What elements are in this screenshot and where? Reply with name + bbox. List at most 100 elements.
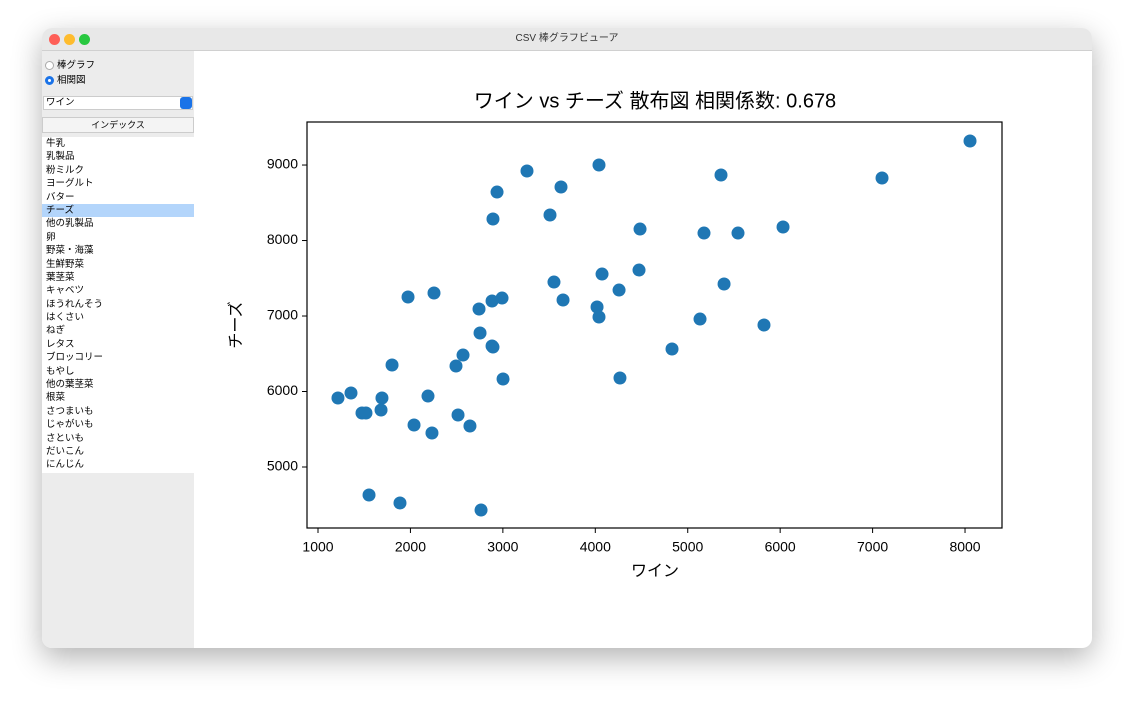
app-window: CSV 棒グラフビューア 棒グラフ相関図 ワイン インデックス 牛乳乳製品 粉ミル…: [42, 28, 1092, 648]
scatter-point: [449, 359, 463, 373]
scatter-point: [963, 134, 977, 148]
scatter-point: [486, 340, 500, 354]
list-item[interactable]: チーズ: [42, 203, 194, 218]
scatter-point: [401, 290, 415, 304]
radio-option[interactable]: 相関図: [45, 74, 86, 88]
y-tick-label: 7000: [267, 307, 298, 323]
scatter-point: [632, 263, 646, 277]
x-axis-label: ワイン: [631, 563, 679, 580]
list-item[interactable]: ヨーグルト: [46, 178, 94, 190]
list-item[interactable]: ブロッコリー: [46, 352, 104, 364]
scatter-point: [427, 286, 441, 300]
list-item[interactable]: 他の乳製品: [46, 218, 94, 230]
title-bar: CSV 棒グラフビューア: [42, 28, 1092, 51]
x-tick-label: 1000: [302, 539, 333, 555]
dropdown[interactable]: ワイン: [43, 96, 193, 110]
list-item[interactable]: 葉茎菜: [46, 271, 75, 283]
scatter-point: [407, 418, 421, 432]
y-tick-label: 9000: [267, 156, 298, 172]
list-item[interactable]: 牛乳: [46, 138, 66, 149]
scatter-point: [344, 386, 358, 400]
scatter-point: [451, 408, 465, 422]
list-item[interactable]: 卵: [46, 231, 56, 243]
list-item[interactable]: だいこん: [46, 445, 85, 457]
sidebar: 棒グラフ 相関図 ワイン インデックス 牛乳 乳製品 粉ミルク ヨーグルト バター チーズ他…: [42, 51, 194, 648]
scatter-point: [490, 185, 504, 199]
list-item[interactable]: 粉ミルク: [46, 164, 85, 176]
x-tick-label: 5000: [672, 539, 703, 555]
list-item[interactable]: もやし: [46, 365, 75, 377]
list-item[interactable]: レタス: [46, 338, 75, 350]
scatter-point: [590, 300, 604, 314]
scatter-point: [875, 171, 889, 185]
scatter-point: [362, 488, 376, 502]
radio-label: 相関図: [57, 75, 86, 86]
scatter-point: [556, 293, 570, 307]
y-tick-label: 6000: [267, 382, 298, 398]
radio-button[interactable]: [45, 76, 54, 85]
scatter-point: [543, 208, 557, 222]
x-tick-label: 6000: [765, 539, 796, 555]
zoom-button[interactable]: [79, 34, 90, 45]
x-tick-label: 7000: [857, 539, 888, 555]
list-item[interactable]: 野菜・海藻: [46, 245, 94, 257]
scatter-point: [776, 220, 790, 234]
scatter-point: [425, 426, 439, 440]
dropdown-value: ワイン: [46, 97, 75, 108]
scatter-point: [554, 180, 568, 194]
scatter-point: [697, 226, 711, 240]
list-item[interactable]: 根菜: [46, 392, 66, 404]
close-button[interactable]: [49, 34, 60, 45]
list-item[interactable]: バター: [46, 191, 75, 203]
list-item[interactable]: キャベツ: [46, 285, 85, 297]
scatter-point: [592, 158, 606, 172]
window-title: CSV 棒グラフビューア: [515, 33, 619, 44]
radio-option[interactable]: 棒グラフ: [45, 59, 95, 73]
chart: ワイン vs チーズ 散布図 相関係数: 0.678 ワイン チーズ 1000 2…: [227, 89, 1003, 580]
scatter-point: [473, 326, 487, 340]
scatter-point: [665, 342, 679, 356]
scatter-point: [472, 302, 486, 316]
scatter-point: [592, 310, 606, 324]
scatter-point: [374, 403, 388, 417]
x-tick-label: 3000: [487, 539, 518, 555]
list-item[interactable]: 乳製品: [46, 151, 75, 163]
x-tick-label: 2000: [395, 539, 426, 555]
scatter-point: [731, 226, 745, 240]
dropdown-button[interactable]: [180, 97, 192, 109]
scatter-point: [693, 312, 707, 326]
scatter-point: [633, 222, 647, 236]
scatter-point: [714, 168, 728, 182]
scatter-point: [547, 275, 561, 289]
list-item[interactable]: はくさい: [46, 312, 85, 324]
list-item[interactable]: 他の葉茎菜: [46, 379, 94, 391]
radio-button[interactable]: [45, 61, 54, 70]
scatter-point: [613, 371, 627, 385]
scatter-point: [463, 419, 477, 433]
scatter-point: [421, 389, 435, 403]
list-item[interactable]: じゃがいも: [46, 419, 94, 431]
minimize-button[interactable]: [64, 34, 75, 45]
list-item[interactable]: さつまいも: [46, 405, 94, 417]
scatter-point: [495, 291, 509, 305]
index-list: 牛乳乳製品 粉ミルクヨーグルト バター チーズ 他の乳製品卵野菜・海藻 生鮮野菜 葉茎菜キャ…: [42, 137, 194, 473]
scatter-point: [385, 358, 399, 372]
scatter-point: [474, 503, 488, 517]
x-tick-label: 8000: [949, 539, 980, 555]
scatter-point: [595, 267, 609, 281]
list-item[interactable]: 生鮮野菜: [46, 258, 85, 270]
scatter-point: [331, 391, 345, 405]
list-item[interactable]: にんじん: [46, 459, 85, 471]
list-header: インデックス: [42, 117, 194, 133]
list-item[interactable]: ねぎ: [46, 325, 66, 337]
y-axis-label: チーズ: [227, 301, 245, 348]
scatter-point: [612, 283, 626, 297]
list-item[interactable]: ほうれんそう: [46, 298, 104, 310]
chart-title: ワイン vs チーズ 散布図 相関係数: 0.678: [474, 89, 836, 112]
scatter-point: [393, 496, 407, 510]
scatter-point: [496, 372, 510, 386]
scatter-point: [485, 294, 499, 308]
list-item[interactable]: さといも: [46, 432, 85, 444]
scatter-point: [520, 164, 534, 178]
